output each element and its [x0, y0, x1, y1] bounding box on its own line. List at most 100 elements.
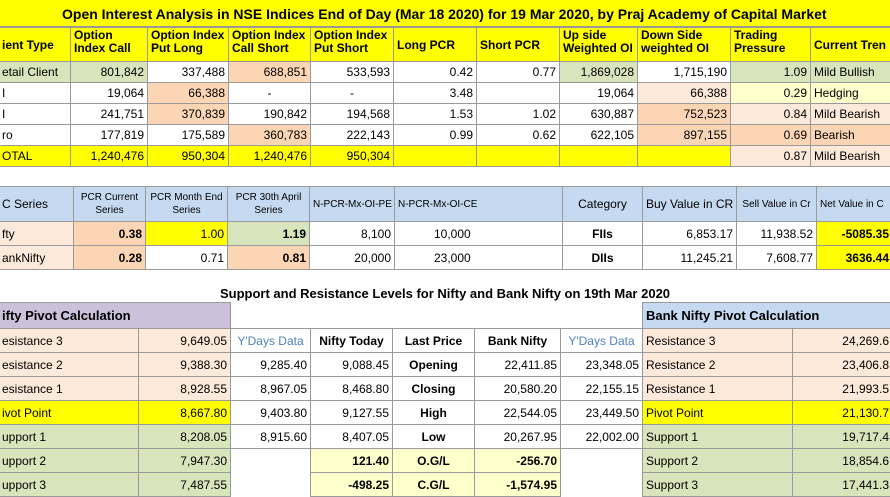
price-cell: 9,403.80 [231, 401, 311, 425]
pcr-ce-value: 10,000 [434, 227, 471, 241]
price-cell: 22,155.15 [561, 377, 643, 401]
oi-cell: 1.53 [394, 104, 477, 125]
pivot-value: 9,388.30 [139, 353, 231, 377]
oi-cell: 0.42 [394, 62, 477, 83]
pcr-cell: 0.38 [74, 222, 146, 246]
pivot-label: esistance 2 [0, 353, 139, 377]
price-cell: High [393, 401, 475, 425]
pivot-value: 17,441.3 [793, 473, 890, 497]
price-cell: 23,449.50 [561, 401, 643, 425]
price-cell: 22,544.05 [475, 401, 561, 425]
price-cell: 9,285.40 [231, 353, 311, 377]
pcr-cell: ankNifty [0, 246, 74, 270]
oi-row: I 241,751 370,839 190,842 194,568 1.53 1… [0, 104, 890, 125]
price-cell: Low [393, 425, 475, 449]
gl-cell: O.G/L [393, 449, 475, 473]
oi-row: etail Client 801,842 337,488 688,851 533… [0, 62, 890, 83]
pcr-cell: fty [0, 222, 74, 246]
flow-header: Net Value in C [817, 187, 890, 222]
pivot-label: Resistance 3 [643, 329, 793, 353]
oi-cell: Mild Bearish [811, 146, 890, 167]
oi-cell: I [0, 104, 71, 125]
nifty-pivot-header: ifty Pivot Calculation [0, 303, 231, 329]
oi-row: ro 177,819 175,589 360,783 222,143 0.99 … [0, 125, 890, 146]
price-header: Bank Nifty [475, 329, 561, 353]
gain-loss-row: -498.25 C.G/L -1,574.95 [231, 473, 643, 497]
oi-cell: OTAL [0, 146, 71, 167]
oi-cell: 370,839 [148, 104, 229, 125]
oi-cell: 1,240,476 [229, 146, 311, 167]
gl-cell: C.G/L [393, 473, 475, 497]
price-cell: 9,088.45 [311, 353, 393, 377]
oi-cell: 622,105 [560, 125, 638, 146]
oi-header-row: ient Type Option Index Call Option Index… [0, 28, 890, 62]
pivot-label: Resistance 1 [643, 377, 793, 401]
oi-cell: 950,304 [311, 146, 394, 167]
oi-cell: 0.29 [731, 83, 811, 104]
blank-cell [561, 473, 643, 497]
gain-loss-row: 121.40 O.G/L -256.70 [231, 449, 643, 473]
page-title: Open Interest Analysis in NSE Indices En… [0, 0, 890, 27]
oi-cell: 688,851 [229, 62, 311, 83]
pcr-cell: 1.19 [228, 222, 310, 246]
oi-header: Long PCR [394, 28, 477, 62]
pcr-cell: 23,000 [395, 246, 563, 270]
flow-cell: DIIs [563, 246, 643, 270]
oi-cell [638, 146, 731, 167]
oi-cell [560, 146, 638, 167]
oi-cell: 752,523 [638, 104, 731, 125]
oi-cell: 0.62 [477, 125, 560, 146]
nifty-pivot-title: ifty Pivot Calculation [0, 303, 231, 329]
oi-header: Option Index Call Short [229, 28, 311, 62]
price-cell: 22,411.85 [475, 353, 561, 377]
pcr-header-row: C Series PCR Current Series PCR Month En… [0, 187, 563, 222]
pcr-ce-value: 23,000 [434, 251, 471, 265]
bank-pivot-header: Bank Nifty Pivot Calculation [643, 303, 890, 329]
pivot-value: 18,854.6 [793, 449, 890, 473]
oi-cell: 950,304 [148, 146, 229, 167]
price-header: Y'Days Data [231, 329, 311, 353]
pcr-row: ankNifty 0.28 0.71 0.81 20,000 23,000 [0, 246, 563, 270]
oi-cell: 0.99 [394, 125, 477, 146]
pcr-cell: 8,100 [310, 222, 395, 246]
oi-header: Up side Weighted OI [560, 28, 638, 62]
oi-cell: 1.02 [477, 104, 560, 125]
price-cell: 20,580.20 [475, 377, 561, 401]
price-header: Last Price [393, 329, 475, 353]
oi-cell: 175,589 [148, 125, 229, 146]
price-header-row: Y'Days Data Nifty Today Last Price Bank … [231, 329, 643, 353]
flow-cell: 11,245.21 [643, 246, 737, 270]
oi-cell [477, 83, 560, 104]
oi-header: ient Type [0, 28, 71, 62]
oi-cell: 19,064 [560, 83, 638, 104]
flow-header-row: Category Buy Value in CR Sell Value in C… [563, 187, 890, 222]
price-cell: Opening [393, 353, 475, 377]
oi-header: Trading Pressure [731, 28, 811, 62]
oi-cell: 360,783 [229, 125, 311, 146]
oi-cell: 1,715,190 [638, 62, 731, 83]
gl-cell: -256.70 [475, 449, 561, 473]
gl-cell: 121.40 [311, 449, 393, 473]
oi-cell: 1.09 [731, 62, 811, 83]
pcr-table: C Series PCR Current Series PCR Month En… [0, 186, 563, 270]
pivot-value: 24,269.6 [793, 329, 890, 353]
oi-cell [394, 146, 477, 167]
pivot-label: Support 2 [643, 449, 793, 473]
pivot-label: esistance 1 [0, 377, 139, 401]
flow-cell: FIIs [563, 222, 643, 246]
pivot-value: 19,717.4 [793, 425, 890, 449]
blank-cell [231, 449, 311, 473]
flow-table: Category Buy Value in CR Sell Value in C… [562, 186, 890, 270]
pivot-label: Support 3 [643, 473, 793, 497]
oi-cell: Hedging [811, 83, 890, 104]
oi-cell: 0.84 [731, 104, 811, 125]
oi-cell: 3.48 [394, 83, 477, 104]
sr-title: Support and Resistance Levels for Nifty … [0, 286, 890, 301]
oi-cell: 1,869,028 [560, 62, 638, 83]
pivot-value: 7,947.30 [139, 449, 231, 473]
